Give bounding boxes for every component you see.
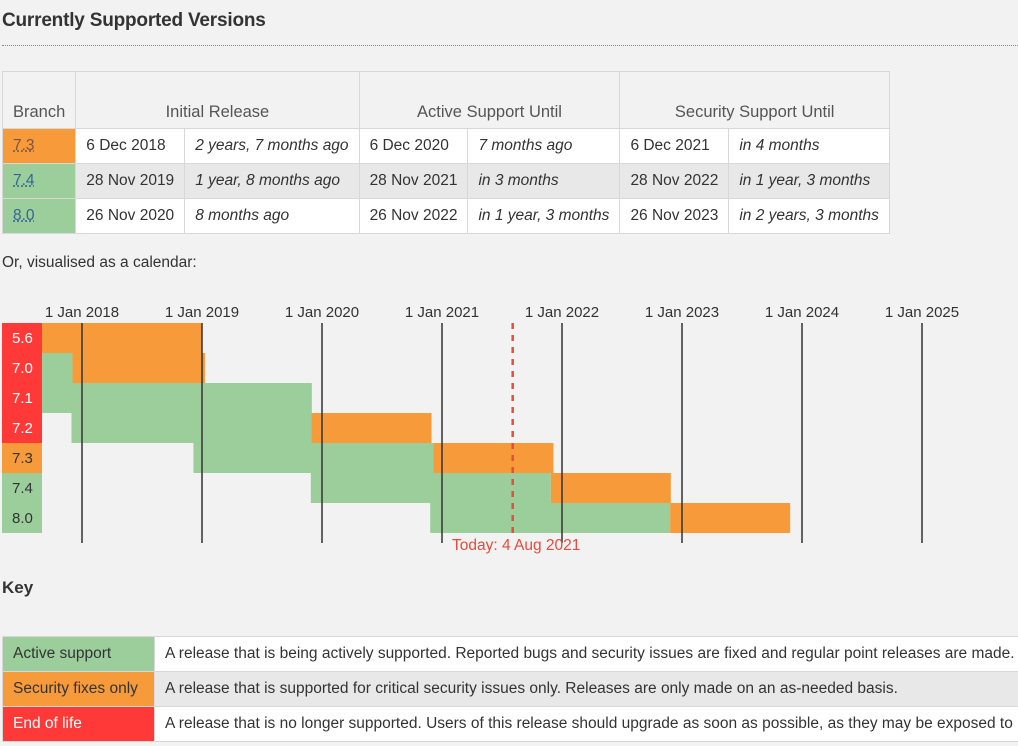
year-label: 1 Jan 2022 xyxy=(525,304,599,321)
branch-label: 7.2 xyxy=(12,420,33,437)
key-label-eol: End of life xyxy=(2,706,155,742)
table-row: 7.4 28 Nov 2019 1 year, 8 months ago 28 … xyxy=(1,163,890,199)
active-support-bar xyxy=(310,473,551,503)
initial-release-date: 6 Dec 2018 xyxy=(75,128,186,164)
branch-label-box xyxy=(2,413,42,443)
year-label: 1 Jan 2019 xyxy=(165,304,239,321)
branch-cell: 7.3 xyxy=(1,128,77,164)
branch-link-7-4[interactable]: 7.4 xyxy=(13,172,35,189)
table-row: 7.3 6 Dec 2018 2 years, 7 months ago 6 D… xyxy=(1,128,890,164)
active-support-header: Active Support Until xyxy=(358,71,621,129)
security-support-date: 26 Nov 2023 xyxy=(619,198,730,234)
key-description-active: A release that is being actively support… xyxy=(154,636,1018,672)
key-label-security: Security fixes only xyxy=(2,671,155,707)
branch-label-box xyxy=(2,503,42,533)
security-support-date: 6 Dec 2021 xyxy=(619,128,730,164)
security-support-relative: in 1 year, 3 months xyxy=(728,163,890,199)
year-label: 1 Jan 2024 xyxy=(765,304,839,321)
active-support-relative: in 3 months xyxy=(467,163,621,199)
initial-release-date: 28 Nov 2019 xyxy=(75,163,186,199)
branch-label-box xyxy=(2,353,42,383)
security-support-date: 28 Nov 2022 xyxy=(619,163,730,199)
security-support-relative: in 4 months xyxy=(728,128,890,164)
security-support-bar xyxy=(311,413,432,443)
title-divider xyxy=(2,45,1018,46)
active-support-relative: in 1 year, 3 months xyxy=(467,198,621,234)
branch-label: 7.1 xyxy=(12,390,33,407)
branch-label-box xyxy=(2,473,42,503)
active-support-bar xyxy=(430,503,671,533)
key-table: Active support A release that is being a… xyxy=(2,636,1018,742)
key-row-active: Active support A release that is being a… xyxy=(2,636,1018,672)
branch-link-7-3[interactable]: 7.3 xyxy=(13,137,35,154)
security-support-bar xyxy=(42,323,202,353)
year-label: 1 Jan 2023 xyxy=(645,304,719,321)
year-label: 1 Jan 2025 xyxy=(885,304,959,321)
active-support-date: 28 Nov 2021 xyxy=(358,163,469,199)
page-title: Currently Supported Versions xyxy=(2,10,266,31)
branch-label: 5.6 xyxy=(12,330,33,347)
active-support-date: 26 Nov 2022 xyxy=(358,198,469,234)
calendar-chart: 5.6 7.0 7.1 7.2 7.3 7.4 8.0 1 Jan 2018 1 Jan 201… xyxy=(2,304,959,543)
branch-label: 7.0 xyxy=(12,360,33,377)
branch-label-box xyxy=(2,383,42,413)
security-support-bar xyxy=(433,443,554,473)
initial-release-relative: 8 months ago xyxy=(184,198,360,234)
year-label: 1 Jan 2018 xyxy=(45,304,119,321)
key-row-security: Security fixes only A release that is su… xyxy=(2,671,1018,707)
active-support-bar xyxy=(193,443,434,473)
security-support-bar xyxy=(550,473,671,503)
active-support-relative: 7 months ago xyxy=(467,128,621,164)
branch-cell: 8.0 xyxy=(1,198,77,234)
key-description-eol: A release that is no longer supported. U… xyxy=(154,706,1018,742)
year-label: 1 Jan 2021 xyxy=(405,304,479,321)
key-description-security: A release that is supported for critical… xyxy=(154,671,1018,707)
active-support-bar xyxy=(42,383,312,413)
branch-label: 8.0 xyxy=(12,510,33,527)
supported-versions-table: Branch Initial Release Active Support Un… xyxy=(1,71,890,234)
branch-label: 7.3 xyxy=(12,450,33,467)
release-calendar: 5.6 7.0 7.1 7.2 7.3 7.4 8.0 1 Jan 2018 1 Jan 201… xyxy=(0,295,1018,565)
today-label: Today: 4 Aug 2021 xyxy=(452,537,581,554)
initial-release-header: Initial Release xyxy=(75,71,360,129)
active-support-bar xyxy=(71,413,312,443)
security-support-bar xyxy=(670,503,791,533)
branch-label: 7.4 xyxy=(12,480,33,497)
branch-link-8-0[interactable]: 8.0 xyxy=(13,207,35,224)
security-support-bar xyxy=(72,353,205,383)
key-title: Key xyxy=(2,578,34,597)
active-support-date: 6 Dec 2020 xyxy=(358,128,469,164)
table-header-row: Branch Initial Release Active Support Un… xyxy=(1,71,890,129)
branch-header: Branch xyxy=(1,71,77,129)
initial-release-relative: 2 years, 7 months ago xyxy=(184,128,360,164)
year-label: 1 Jan 2020 xyxy=(285,304,359,321)
calendar-intro-text: Or, visualised as a calendar: xyxy=(2,254,197,271)
security-support-header: Security Support Until xyxy=(619,71,890,129)
branch-cell: 7.4 xyxy=(1,163,77,199)
initial-release-relative: 1 year, 8 months ago xyxy=(184,163,360,199)
key-row-eol: End of life A release that is no longer … xyxy=(2,706,1018,742)
table-row: 8.0 26 Nov 2020 8 months ago 26 Nov 2022… xyxy=(1,198,890,234)
active-support-bar xyxy=(42,353,73,383)
security-support-relative: in 2 years, 3 months xyxy=(728,198,890,234)
key-label-active: Active support xyxy=(2,636,155,672)
branch-label-box xyxy=(2,443,42,473)
initial-release-date: 26 Nov 2020 xyxy=(75,198,186,234)
branch-label-box xyxy=(2,323,42,353)
